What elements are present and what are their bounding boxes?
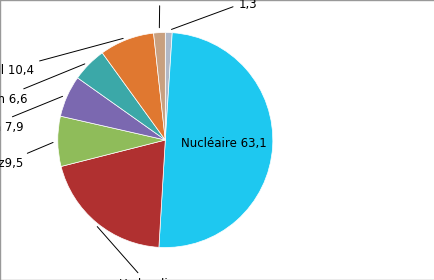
Text: Hydraulique
25,4: Hydraulique 25,4 xyxy=(97,227,190,280)
Text: Gaz9,5: Gaz9,5 xyxy=(0,143,53,170)
Wedge shape xyxy=(102,33,165,140)
Wedge shape xyxy=(165,32,172,140)
Wedge shape xyxy=(60,78,165,140)
Wedge shape xyxy=(61,140,165,247)
Text: Photovoltaïque
2,2: Photovoltaïque 2,2 xyxy=(115,0,204,28)
Text: Charbon 7,9: Charbon 7,9 xyxy=(0,96,62,134)
Wedge shape xyxy=(158,33,272,248)
Text: Fioul 10,4: Fioul 10,4 xyxy=(0,38,123,77)
Text: Autres
renouvelables
1,3: Autres renouvelables 1,3 xyxy=(171,0,321,29)
Wedge shape xyxy=(58,116,165,166)
Wedge shape xyxy=(153,32,165,140)
Text: Nucléaire 63,1: Nucléaire 63,1 xyxy=(181,137,266,150)
Wedge shape xyxy=(77,53,165,140)
Text: Éolien 6,6: Éolien 6,6 xyxy=(0,64,85,106)
